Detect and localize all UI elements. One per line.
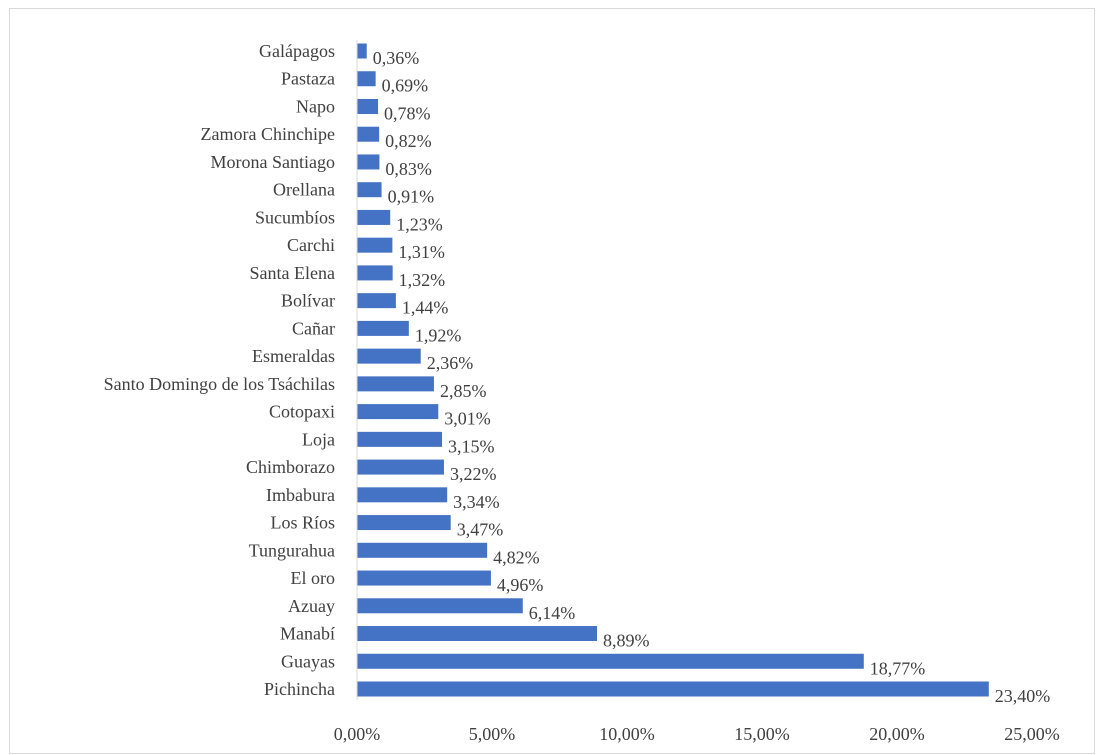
value-label-zamora-chinchipe: 0,82% [385,131,432,151]
category-label-orellana: Orellana [273,180,335,200]
value-label-pastaza: 0,69% [382,76,429,96]
x-tick-label-5: 25,00% [1004,724,1060,744]
bar-zamora-chinchipe [357,126,380,142]
bar-guayas [357,653,864,669]
value-label-esmeraldas: 2,36% [427,353,474,373]
bar-napo [357,98,379,114]
value-label-carchi: 1,31% [398,242,445,262]
x-tick-label-4: 20,00% [869,724,925,744]
bar-orellana [357,182,382,198]
value-label-cotopaxi: 3,01% [444,409,491,429]
category-label-esmeraldas: Esmeraldas [252,346,335,366]
category-labels: Galápagos Pastaza Napo Zamora Chinchipe Moro… [104,41,335,699]
x-tick-label-0: 0,00% [334,724,381,744]
bar-galapagos [357,43,367,59]
bar-santo-domingo-de-los-tsachilas [357,376,434,392]
value-labels: 0,36% 0,69% 0,78% 0,82% 0,83% 0,91% 1,23% 1,31%… [373,48,1051,706]
category-label-morona-santiago: Morona Santiago [211,152,335,172]
value-label-orellana: 0,91% [388,187,435,207]
value-label-chimborazo: 3,22% [450,464,497,484]
category-label-carchi: Carchi [287,235,335,255]
category-label-galapagos: Galápagos [259,41,335,61]
value-label-el-oro: 4,96% [497,575,544,595]
category-label-bolivar: Bolívar [281,291,335,311]
category-label-cotopaxi: Cotopaxi [269,402,335,422]
bar-el-oro [357,570,491,586]
category-label-santa-elena: Santa Elena [250,263,335,283]
bar-los-rios [357,515,451,531]
bar-loja [357,431,443,447]
bar-esmeraldas [357,348,421,364]
category-label-sucumbios: Sucumbíos [255,207,335,227]
bar-morona-santiago [357,154,380,170]
category-label-tungurahua: Tungurahua [249,540,335,560]
category-label-loja: Loja [302,429,335,449]
value-label-imbabura: 3,34% [453,492,500,512]
value-label-canar: 1,92% [415,325,462,345]
bar-azuay [357,598,523,614]
category-label-manabi: Manabí [280,624,335,644]
category-label-imbabura: Imbabura [266,485,335,505]
bar-manabi [357,626,598,642]
category-label-el-oro: El oro [291,568,336,588]
value-label-guayas: 18,77% [870,658,926,678]
bars-layer [357,43,989,697]
bar-carchi [357,237,393,253]
category-label-pichincha: Pichincha [264,679,335,699]
bar-tungurahua [357,542,488,558]
bar-bolivar [357,293,396,309]
value-label-santa-elena: 1,32% [399,270,446,290]
category-label-zamora-chinchipe: Zamora Chinchipe [201,124,335,144]
x-tick-label-2: 10,00% [599,724,655,744]
bar-sucumbios [357,209,391,225]
category-label-chimborazo: Chimborazo [246,457,335,477]
category-label-azuay: Azuay [288,596,335,616]
category-label-napo: Napo [296,96,335,116]
value-label-azuay: 6,14% [529,603,576,623]
value-label-loja: 3,15% [448,436,495,456]
bar-cotopaxi [357,404,439,420]
value-label-galapagos: 0,36% [373,48,420,68]
x-axis-tick-labels: 0,00% 5,00% 10,00% 15,00% 20,00% 25,00% [334,724,1060,744]
value-label-sucumbios: 1,23% [396,214,443,234]
value-label-pichincha: 23,40% [995,686,1051,706]
bar-chimborazo [357,459,444,475]
bar-pichincha [357,681,989,697]
bar-santa-elena [357,265,393,281]
x-tick-label-1: 5,00% [469,724,516,744]
category-label-santo-domingo-de-los-tsachilas: Santo Domingo de los Tsáchilas [104,374,335,394]
value-label-morona-santiago: 0,83% [385,159,432,179]
category-label-pastaza: Pastaza [281,69,335,89]
category-label-los-rios: Los Ríos [270,513,335,533]
value-label-bolivar: 1,44% [402,298,449,318]
value-label-santo-domingo-de-los-tsachilas: 2,85% [440,381,487,401]
category-label-guayas: Guayas [281,651,335,671]
value-label-los-rios: 3,47% [457,520,504,540]
value-label-napo: 0,78% [384,103,431,123]
x-tick-label-3: 15,00% [734,724,790,744]
value-label-tungurahua: 4,82% [493,547,540,567]
bar-canar [357,320,409,336]
category-label-canar: Cañar [292,318,335,338]
bar-pastaza [357,71,376,87]
value-label-manabi: 8,89% [603,631,650,651]
bar-imbabura [357,487,448,503]
